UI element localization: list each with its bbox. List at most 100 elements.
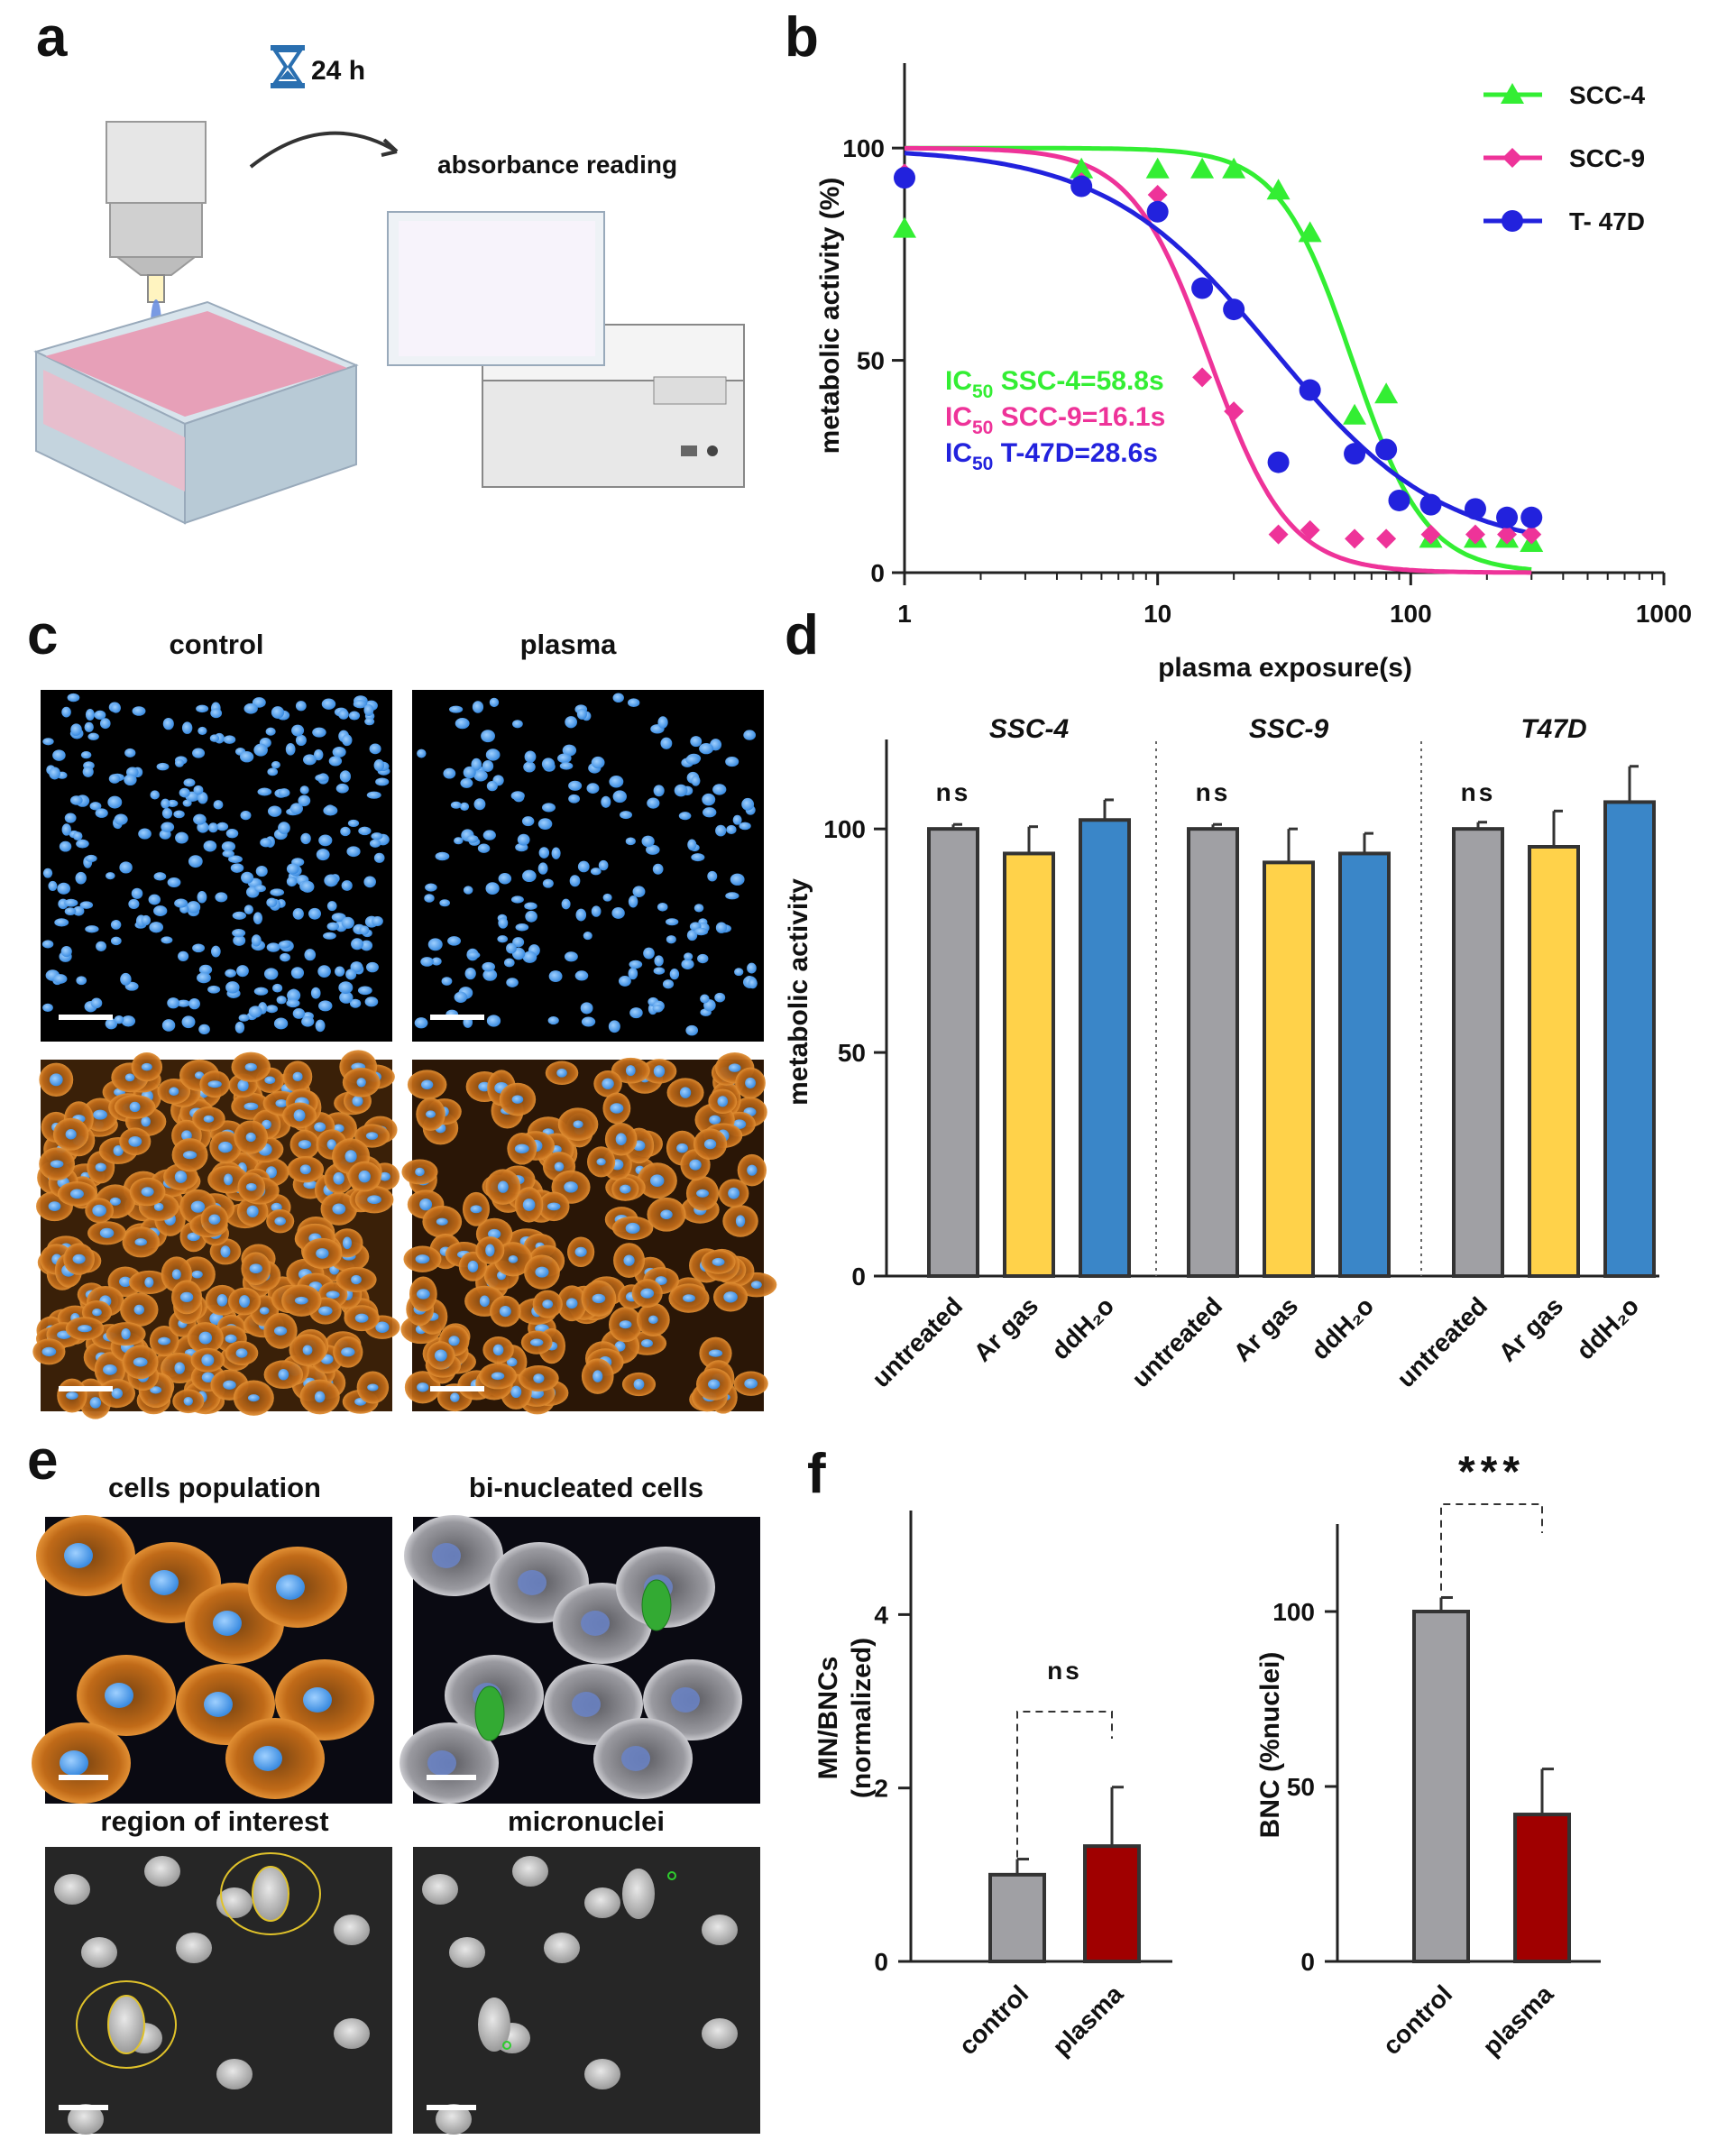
nucleus <box>596 1158 606 1166</box>
nucleus <box>278 1369 289 1381</box>
nucleus <box>65 1129 77 1140</box>
nucleus <box>364 718 375 726</box>
nucleus <box>124 748 136 758</box>
nucleus <box>80 750 92 759</box>
nucleus <box>245 1132 256 1143</box>
nucleus <box>150 1570 179 1595</box>
nucleus <box>108 774 121 784</box>
nucleus <box>196 704 209 713</box>
nucleus <box>310 987 321 999</box>
nucleus <box>230 863 244 873</box>
nucleus <box>99 1227 115 1238</box>
nucleus <box>257 787 272 796</box>
bar <box>1083 1844 1141 1963</box>
nucleus <box>473 769 488 782</box>
nucleus <box>684 952 693 961</box>
nucleus <box>542 878 554 888</box>
nucleus <box>508 1254 519 1263</box>
nucleus <box>111 703 121 713</box>
x-tick-label: control <box>1377 1979 1457 2060</box>
nucleus <box>79 901 94 909</box>
data-point <box>1374 382 1399 404</box>
y-axis-label-text: (normalized) <box>847 1638 877 1798</box>
data-point <box>1299 379 1321 401</box>
nucleus <box>303 1180 317 1189</box>
nucleus <box>286 863 299 875</box>
nucleus <box>89 802 102 811</box>
micrograph-grid-c <box>32 690 777 1419</box>
nucleus <box>133 1304 145 1315</box>
x-tick-label: untreated <box>1392 1291 1493 1392</box>
title-micronuclei: micronuclei <box>508 1805 665 1837</box>
nucleus <box>221 841 236 852</box>
x-tick-label: Ar gas <box>1228 1291 1304 1367</box>
nucleus <box>565 716 577 729</box>
nucleus <box>286 876 298 887</box>
nucleus <box>161 798 170 809</box>
nucleus <box>335 966 345 977</box>
nucleus <box>696 1189 709 1198</box>
nucleus <box>712 1257 725 1266</box>
nucleus <box>584 1887 620 1918</box>
y-tick-label: 50 <box>1287 1773 1315 1801</box>
nucleus <box>318 1000 333 1012</box>
x-tick-label: ddH₂o <box>1571 1291 1644 1364</box>
nucleus <box>253 912 263 924</box>
nucleus <box>685 1024 699 1036</box>
ic50-subscript: 50 <box>972 454 993 474</box>
nucleus <box>373 852 385 863</box>
nucleus <box>53 974 68 984</box>
nucleus <box>328 756 343 767</box>
nucleus <box>497 935 509 943</box>
nucleus <box>222 849 234 858</box>
x-axis-label: plasma exposure(s) <box>1158 653 1412 683</box>
nucleus <box>218 1141 233 1153</box>
nucleus <box>653 785 665 797</box>
nucleus <box>121 1327 131 1340</box>
binucleated-highlight <box>641 1579 672 1631</box>
x-tick-label: Ar gas <box>969 1291 1044 1367</box>
nucleus <box>693 927 709 936</box>
scale-bar <box>430 1015 484 1020</box>
nucleus <box>295 734 307 747</box>
nucleus <box>586 783 600 794</box>
nucleus <box>725 892 739 900</box>
nucleus <box>110 936 122 946</box>
nucleus <box>367 1195 381 1205</box>
nucleus <box>64 907 77 916</box>
nucleus <box>315 774 329 782</box>
nucleus <box>690 736 703 748</box>
nucleus <box>291 724 305 737</box>
nucleus <box>243 905 253 914</box>
nucleus <box>285 742 296 756</box>
bar <box>1528 845 1580 1278</box>
y-tick-label: 100 <box>842 134 885 162</box>
nucleus <box>353 699 368 709</box>
nucleus <box>148 894 161 905</box>
nucleus <box>730 873 745 886</box>
nucleus <box>183 1397 193 1406</box>
nucleus <box>359 925 370 935</box>
nucleus <box>334 2018 370 2049</box>
nucleus <box>485 882 500 895</box>
nucleus <box>318 1306 333 1316</box>
legend-marker <box>1501 83 1524 104</box>
nucleus <box>271 706 285 719</box>
bar <box>1187 827 1239 1279</box>
nucleus <box>174 1171 188 1183</box>
nucleus <box>533 1373 545 1383</box>
nucleus <box>620 1184 631 1194</box>
nucleus <box>671 1687 700 1713</box>
nucleus <box>341 880 352 891</box>
legend-label: SCC-4 <box>1569 81 1645 109</box>
nucleus <box>471 758 482 771</box>
nucleus <box>90 997 103 1009</box>
nucleus <box>620 811 632 820</box>
nucleus <box>734 968 744 977</box>
nucleus <box>535 1266 549 1278</box>
nucleus <box>232 911 247 920</box>
nucleus <box>714 992 726 1003</box>
nucleus <box>301 1015 315 1027</box>
panel-letter-f: f <box>807 1443 826 1505</box>
nucleus <box>342 1236 353 1250</box>
